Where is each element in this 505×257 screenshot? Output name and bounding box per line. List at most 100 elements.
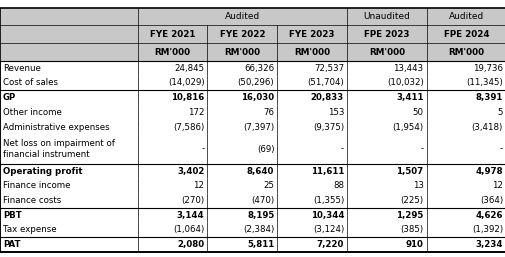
Text: (1,954): (1,954) (391, 123, 423, 132)
Text: -: - (420, 144, 423, 153)
Text: 8,195: 8,195 (246, 211, 274, 220)
Text: 25: 25 (263, 181, 274, 190)
Text: Tax expense: Tax expense (3, 225, 57, 234)
Text: 4,978: 4,978 (474, 167, 502, 176)
Bar (0, 90, 505, 105)
Text: RM'000: RM'000 (447, 48, 483, 57)
Text: 76: 76 (263, 108, 274, 117)
Text: (10,032): (10,032) (386, 78, 423, 87)
Text: 910: 910 (405, 240, 423, 249)
Text: 5: 5 (496, 108, 502, 117)
Bar (207, 43, 277, 61)
Bar (277, 25, 346, 43)
Bar (426, 25, 505, 43)
Text: FPE 2023: FPE 2023 (364, 30, 409, 39)
Text: Net loss on impairment of
financial instrument: Net loss on impairment of financial inst… (3, 139, 115, 159)
Text: 88: 88 (332, 181, 343, 190)
Text: 153: 153 (327, 108, 343, 117)
Text: (1,355): (1,355) (312, 196, 343, 205)
Text: 4,626: 4,626 (475, 211, 502, 220)
Text: FPE 2024: FPE 2024 (443, 30, 488, 39)
Bar (0, 208, 505, 223)
Bar (346, 25, 426, 43)
Text: 19,736: 19,736 (472, 64, 502, 73)
Bar (207, 25, 277, 43)
Text: 20,833: 20,833 (310, 93, 343, 102)
Bar (0, 25, 137, 43)
Text: 3,402: 3,402 (177, 167, 204, 176)
Text: 16,030: 16,030 (241, 93, 274, 102)
Text: 8,391: 8,391 (475, 93, 502, 102)
Bar (0, 43, 137, 61)
Text: (7,586): (7,586) (173, 123, 204, 132)
Text: (1,064): (1,064) (173, 225, 204, 234)
Text: FYE 2022: FYE 2022 (219, 30, 265, 39)
Text: 7,220: 7,220 (316, 240, 343, 249)
Text: (1,392): (1,392) (471, 225, 502, 234)
Text: (9,375): (9,375) (312, 123, 343, 132)
Bar (277, 43, 346, 61)
Text: Audited: Audited (224, 12, 260, 21)
Text: (51,704): (51,704) (307, 78, 343, 87)
Bar (137, 25, 207, 43)
Text: 66,326: 66,326 (243, 64, 274, 73)
Bar (0, 105, 505, 120)
Bar (0, 120, 505, 134)
Bar (137, 8, 346, 25)
Bar (426, 43, 505, 61)
Text: (225): (225) (399, 196, 423, 205)
Text: Operating profit: Operating profit (3, 167, 82, 176)
Text: Unaudited: Unaudited (363, 12, 410, 21)
Text: GP: GP (3, 93, 16, 102)
Text: Cost of sales: Cost of sales (3, 78, 58, 87)
Text: -: - (499, 144, 502, 153)
Text: RM'000: RM'000 (224, 48, 260, 57)
Text: 2,080: 2,080 (177, 240, 204, 249)
Text: (385): (385) (399, 225, 423, 234)
Bar (0, 134, 505, 164)
Text: (14,029): (14,029) (168, 78, 204, 87)
Text: 3,411: 3,411 (395, 93, 423, 102)
Text: Revenue: Revenue (3, 64, 41, 73)
Text: PAT: PAT (3, 240, 21, 249)
Bar (426, 8, 505, 25)
Bar (0, 164, 505, 178)
Bar (0, 61, 505, 76)
Text: Administrative expenses: Administrative expenses (3, 123, 110, 132)
Bar (0, 237, 505, 252)
Text: RM'000: RM'000 (154, 48, 190, 57)
Bar (0, 76, 505, 90)
Text: 10,344: 10,344 (310, 211, 343, 220)
Text: 13,443: 13,443 (392, 64, 423, 73)
Text: 13: 13 (412, 181, 423, 190)
Text: Other income: Other income (3, 108, 62, 117)
Text: 8,640: 8,640 (246, 167, 274, 176)
Text: 72,537: 72,537 (313, 64, 343, 73)
Text: 11,611: 11,611 (310, 167, 343, 176)
Text: Finance costs: Finance costs (3, 196, 61, 205)
Text: 12: 12 (193, 181, 204, 190)
Bar (0, 178, 505, 193)
Bar (0, 193, 505, 208)
Text: PBT: PBT (3, 211, 22, 220)
Text: (11,345): (11,345) (465, 78, 502, 87)
Text: 3,144: 3,144 (176, 211, 204, 220)
Bar (0, 223, 505, 237)
Text: 172: 172 (187, 108, 204, 117)
Text: RM'000: RM'000 (368, 48, 404, 57)
Text: (69): (69) (256, 144, 274, 153)
Text: -: - (340, 144, 343, 153)
Bar (137, 43, 207, 61)
Text: FYE 2023: FYE 2023 (289, 30, 334, 39)
Text: (50,296): (50,296) (237, 78, 274, 87)
Text: 1,295: 1,295 (395, 211, 423, 220)
Text: Audited: Audited (448, 12, 483, 21)
Text: -: - (201, 144, 204, 153)
Bar (346, 8, 426, 25)
Text: (470): (470) (250, 196, 274, 205)
Text: 50: 50 (412, 108, 423, 117)
Text: (3,124): (3,124) (312, 225, 343, 234)
Text: (2,384): (2,384) (242, 225, 274, 234)
Text: 3,234: 3,234 (475, 240, 502, 249)
Bar (346, 43, 426, 61)
